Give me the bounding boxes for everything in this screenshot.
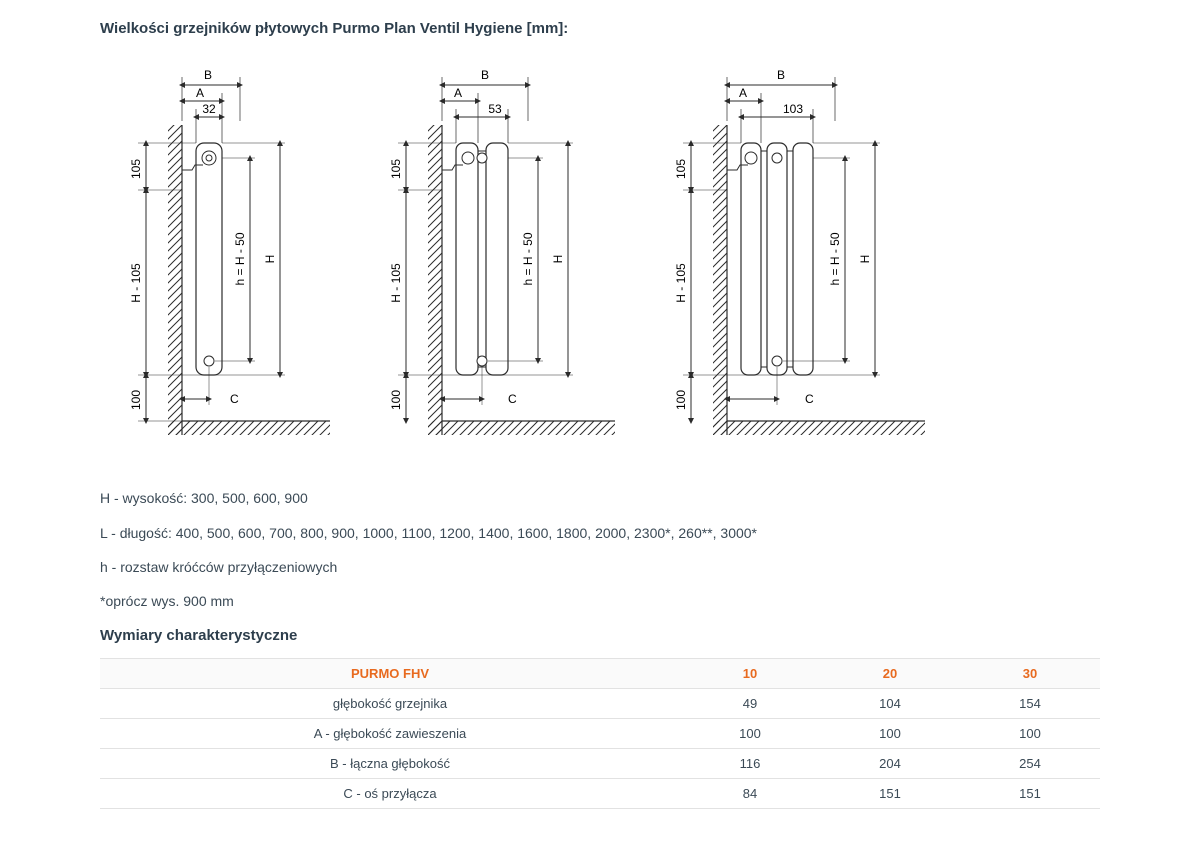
svg-text:100: 100 [674, 390, 688, 410]
table-cell: 254 [960, 748, 1100, 778]
legend-h: h - rozstaw króćców przyłączeniowych [100, 554, 1100, 581]
svg-text:H - 105: H - 105 [674, 263, 688, 303]
drawing-2: B A 53 105 H - 105 100 h = H - 50 H [360, 55, 615, 455]
svg-text:100: 100 [129, 390, 143, 410]
page-title: Wielkości grzejników płytowych Purmo Pla… [100, 20, 1100, 37]
table-header-3: 30 [960, 658, 1100, 688]
svg-text:h = H - 50: h = H - 50 [521, 232, 535, 285]
table-header-1: 10 [680, 658, 820, 688]
table-title: Wymiary charakterystyczne [100, 627, 1100, 644]
svg-text:105: 105 [674, 159, 688, 179]
svg-text:B: B [481, 68, 489, 82]
table-cell: 116 [680, 748, 820, 778]
table-cell: 204 [820, 748, 960, 778]
svg-text:B: B [777, 68, 785, 82]
table-body: głębokość grzejnika49104154A - głębokość… [100, 688, 1100, 808]
table-row: B - łączna głębokość116204254 [100, 748, 1100, 778]
svg-text:A: A [196, 86, 204, 100]
table-header-2: 20 [820, 658, 960, 688]
technical-drawings: B A 32 105 H - 105 100 h = H - 50 H [100, 55, 1100, 455]
svg-text:h = H - 50: h = H - 50 [233, 232, 247, 285]
table-cell: 104 [820, 688, 960, 718]
legend-H: H - wysokość: 300, 500, 600, 900 [100, 485, 1100, 512]
svg-text:103: 103 [783, 102, 803, 116]
svg-text:H: H [551, 255, 565, 264]
svg-text:H: H [858, 255, 872, 264]
svg-text:H - 105: H - 105 [389, 263, 403, 303]
table-row: głębokość grzejnika49104154 [100, 688, 1100, 718]
table-row: C - oś przyłącza84151151 [100, 778, 1100, 808]
table-cell: 49 [680, 688, 820, 718]
table-cell: 100 [680, 718, 820, 748]
svg-text:53: 53 [488, 102, 502, 116]
svg-text:100: 100 [389, 390, 403, 410]
svg-text:105: 105 [129, 159, 143, 179]
svg-text:A: A [454, 86, 462, 100]
table-cell: 151 [960, 778, 1100, 808]
table-cell: 154 [960, 688, 1100, 718]
dimensions-table: PURMO FHV 10 20 30 głębokość grzejnika49… [100, 658, 1100, 809]
table-cell: C - oś przyłącza [100, 778, 680, 808]
table-header-row: PURMO FHV 10 20 30 [100, 658, 1100, 688]
svg-text:H - 105: H - 105 [129, 263, 143, 303]
svg-text:32: 32 [202, 102, 216, 116]
radiator-svg-1: B A 32 105 H - 105 100 h = H - 50 H [100, 55, 330, 455]
svg-text:A: A [739, 86, 747, 100]
svg-text:C: C [230, 392, 239, 406]
svg-text:H: H [263, 255, 277, 264]
drawing-1: B A 32 105 H - 105 100 h = H - 50 H [100, 55, 330, 455]
table-cell: 100 [820, 718, 960, 748]
svg-text:C: C [508, 392, 517, 406]
footnote: *oprócz wys. 900 mm [100, 593, 1100, 609]
table-cell: A - głębokość zawieszenia [100, 718, 680, 748]
table-cell: 100 [960, 718, 1100, 748]
svg-text:B: B [204, 68, 212, 82]
svg-text:105: 105 [389, 159, 403, 179]
table-cell: głębokość grzejnika [100, 688, 680, 718]
svg-text:h = H - 50: h = H - 50 [828, 232, 842, 285]
legend-L: L - długość: 400, 500, 600, 700, 800, 90… [100, 520, 1100, 547]
table-cell: B - łączna głębokość [100, 748, 680, 778]
svg-text:C: C [805, 392, 814, 406]
table-header-0: PURMO FHV [100, 658, 680, 688]
table-cell: 84 [680, 778, 820, 808]
drawing-3: B A 103 105 H - 105 100 h = H - 50 H [645, 55, 925, 455]
radiator-svg-3: B A 103 105 H - 105 100 h = H - 50 H [645, 55, 925, 455]
radiator-svg-2: B A 53 105 H - 105 100 h = H - 50 H [360, 55, 615, 455]
table-cell: 151 [820, 778, 960, 808]
table-row: A - głębokość zawieszenia100100100 [100, 718, 1100, 748]
